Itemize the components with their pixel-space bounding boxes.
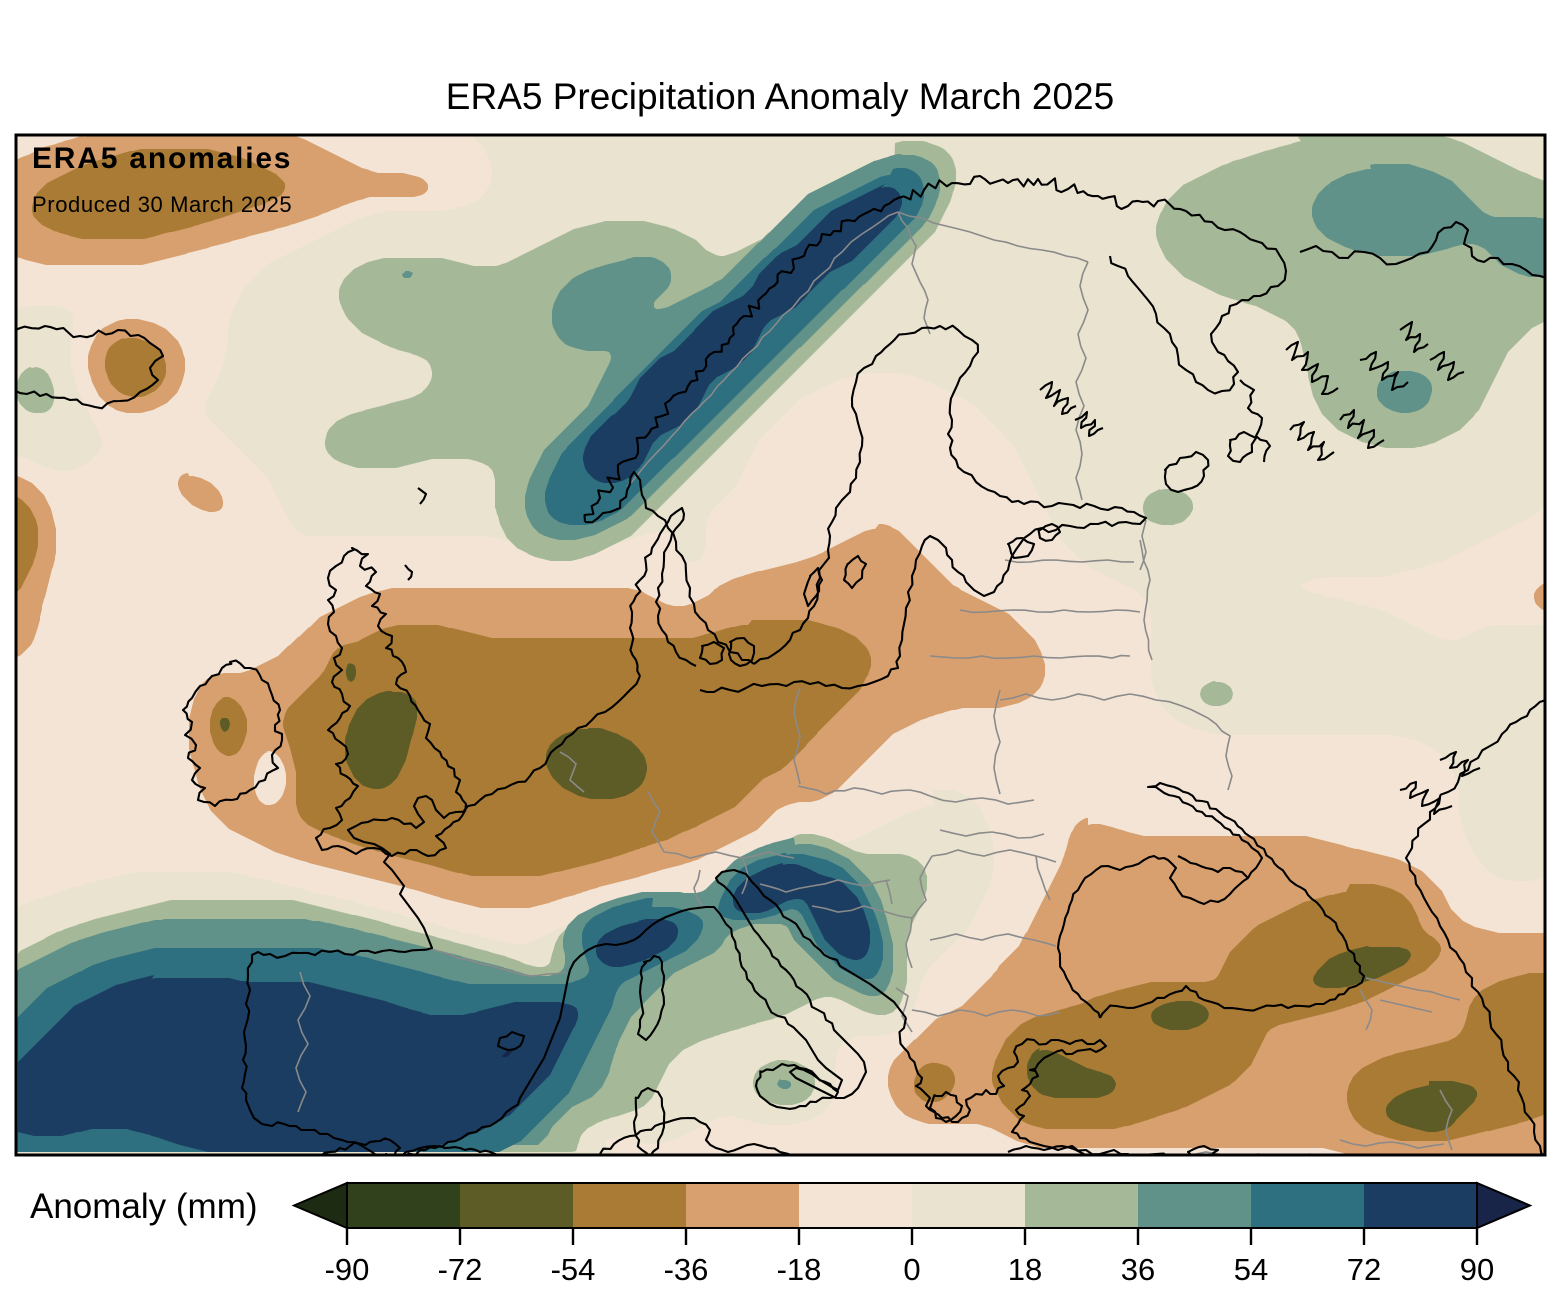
svg-text:Anomaly (mm): Anomaly (mm) <box>30 1187 258 1226</box>
svg-text:-72: -72 <box>438 1252 483 1287</box>
svg-text:54: 54 <box>1234 1252 1268 1287</box>
svg-text:18: 18 <box>1008 1252 1042 1287</box>
svg-text:-36: -36 <box>664 1252 709 1287</box>
svg-text:ERA5 Precipitation Anomaly Mar: ERA5 Precipitation Anomaly March 2025 <box>446 76 1114 117</box>
svg-text:-90: -90 <box>325 1252 370 1287</box>
svg-text:-54: -54 <box>551 1252 596 1287</box>
svg-text:90: 90 <box>1460 1252 1494 1287</box>
svg-text:36: 36 <box>1121 1252 1155 1287</box>
svg-text:-18: -18 <box>777 1252 822 1287</box>
svg-text:0: 0 <box>903 1252 920 1287</box>
svg-text:Produced 30 March 2025: Produced 30 March 2025 <box>32 192 292 217</box>
svg-text:ERA5 anomalies: ERA5 anomalies <box>32 142 292 175</box>
svg-text:72: 72 <box>1347 1252 1381 1287</box>
